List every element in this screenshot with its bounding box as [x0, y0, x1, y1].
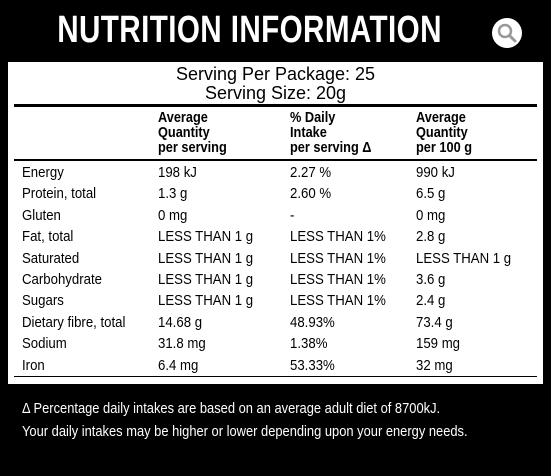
footnote-line: Δ Percentage daily intakes are based on …	[22, 400, 441, 417]
footnote-line: Your daily intakes may be higher or lowe…	[22, 423, 468, 440]
cell: 53.33%	[290, 356, 335, 374]
row-label: Iron	[22, 356, 45, 374]
cell: LESS THAN 1 g	[158, 249, 254, 267]
cell: 1.38%	[290, 335, 328, 353]
cell: LESS THAN 1 g	[416, 249, 512, 267]
cell: 2.4 g	[416, 292, 446, 310]
cell: LESS THAN 1%	[290, 228, 386, 246]
rule	[14, 159, 537, 161]
column-header: per 100 g	[416, 139, 472, 156]
cell: 6.4 mg	[158, 356, 199, 374]
cell: LESS THAN 1%	[290, 249, 386, 267]
cell: LESS THAN 1%	[290, 292, 386, 310]
cell: 14.68 g	[158, 313, 203, 331]
cell: LESS THAN 1 g	[158, 271, 254, 288]
cell: 1.3 g	[158, 185, 188, 203]
column-header: Quantity	[158, 124, 210, 141]
row-label: Energy	[22, 164, 64, 181]
row-label: Saturated	[22, 249, 80, 267]
row-label: Gluten	[22, 206, 61, 224]
serving-per-package: Serving Per Package: 25	[175, 64, 376, 84]
row-label: Protein, total	[22, 185, 97, 203]
column-header: % Daily	[290, 109, 336, 126]
cell: 990 kJ	[416, 164, 455, 181]
cell: 2.60 %	[290, 185, 332, 203]
row-label: Sodium	[22, 335, 67, 353]
rule	[14, 104, 537, 107]
cell: 159 mg	[416, 335, 461, 353]
cell: LESS THAN 1%	[290, 271, 386, 288]
row-label: Dietary fibre, total	[22, 313, 126, 331]
cell: 31.8 mg	[158, 335, 206, 353]
cell: 2.8 g	[416, 228, 446, 246]
column-header: Average	[416, 109, 466, 126]
rule	[14, 376, 537, 377]
search-button[interactable]	[492, 18, 522, 48]
row-label: Sugars	[22, 292, 64, 310]
column-header: per serving	[158, 139, 227, 156]
cell: 3.6 g	[416, 271, 446, 288]
row-label: Carbohydrate	[22, 271, 102, 288]
cell: 32 mg	[416, 356, 453, 374]
cell: LESS THAN 1 g	[158, 228, 254, 246]
cell: 6.5 g	[416, 185, 446, 203]
search-icon	[497, 23, 517, 43]
cell: 0 mg	[416, 206, 446, 224]
cell: 73.4 g	[416, 313, 453, 331]
column-header: Intake	[290, 124, 327, 141]
column-header: Average	[158, 109, 208, 126]
serving-size: Serving Size: 20g	[204, 83, 347, 103]
title: NUTRITION INFORMATION	[57, 9, 442, 51]
cell: LESS THAN 1 g	[158, 292, 254, 310]
panel	[8, 62, 543, 384]
column-header: Quantity	[416, 124, 468, 141]
cell: 2.27 %	[290, 164, 332, 181]
cell: 0 mg	[158, 206, 188, 224]
cell: -	[290, 206, 295, 224]
row-label: Fat, total	[22, 228, 74, 246]
column-header: per serving Δ	[290, 139, 372, 156]
cell: 48.93%	[290, 313, 335, 331]
cell: 198 kJ	[158, 164, 197, 181]
